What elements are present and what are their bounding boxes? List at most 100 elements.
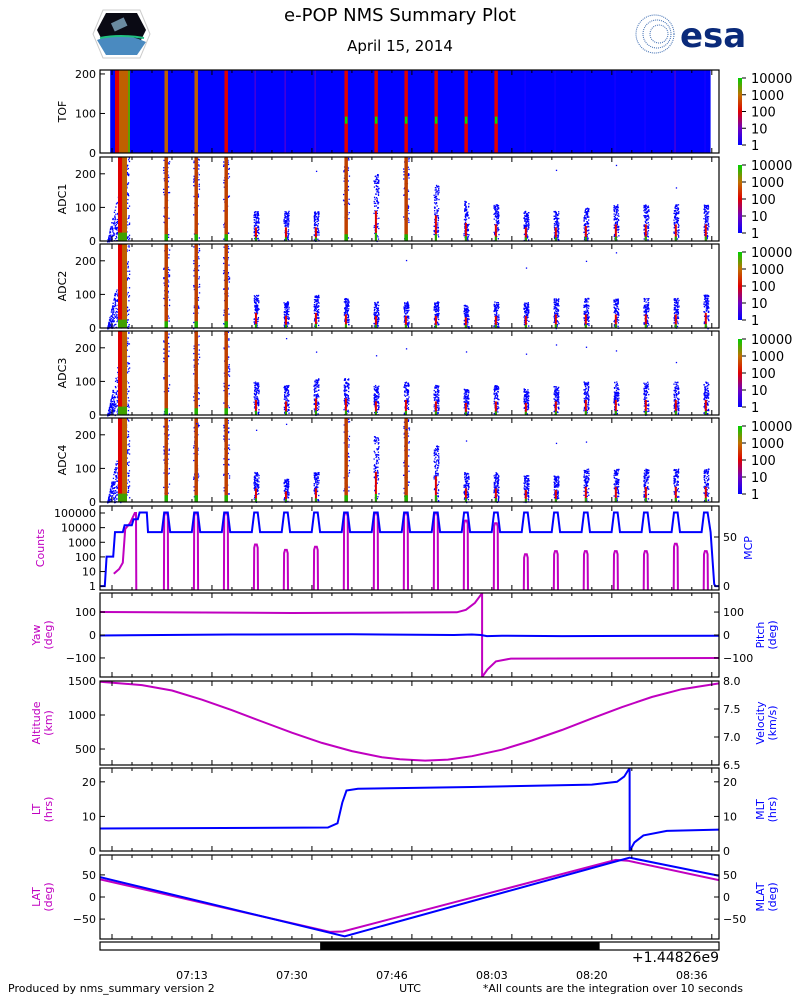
spectrogram-point xyxy=(378,218,379,219)
spectrogram-point xyxy=(129,235,130,236)
spectrogram-point xyxy=(704,295,705,296)
spectrogram-point xyxy=(199,276,200,277)
spectrogram-point xyxy=(198,179,199,180)
spectrogram-point xyxy=(526,312,527,313)
spectrogram-point xyxy=(438,315,439,316)
spectrogram-point xyxy=(584,227,585,228)
spectrogram-point xyxy=(496,307,497,308)
spectrogram-column xyxy=(164,244,168,328)
spectrogram-point xyxy=(494,325,495,326)
spectrogram-point xyxy=(708,318,709,319)
spectrogram-point xyxy=(347,303,348,304)
spectrogram-point xyxy=(198,159,199,160)
spectrogram-column xyxy=(194,331,198,415)
spectrogram-point xyxy=(258,300,259,301)
spectrogram-point xyxy=(437,186,438,187)
spectrogram-point xyxy=(163,377,164,378)
spectrogram-point xyxy=(288,311,289,312)
spectrogram-point xyxy=(647,306,648,307)
spectrogram-point xyxy=(588,216,589,217)
spectrogram-point xyxy=(708,211,709,212)
spectrogram-point xyxy=(258,211,259,212)
spectrogram-point xyxy=(676,302,677,303)
spectrogram-point xyxy=(229,407,230,408)
spectrogram-point xyxy=(644,299,645,300)
spectrogram-point xyxy=(116,291,117,292)
spectrogram-point xyxy=(677,323,678,324)
spectrogram-point xyxy=(677,303,678,304)
spectrogram-point xyxy=(437,305,438,306)
spectrogram-point xyxy=(115,305,116,306)
spectrogram-point xyxy=(348,316,349,317)
spectrogram-point xyxy=(163,269,164,270)
spectrogram-point xyxy=(373,323,374,324)
spectrogram-point xyxy=(128,397,129,398)
spectrogram-point xyxy=(495,306,496,307)
spectrogram-point xyxy=(254,219,255,220)
spectrogram-point xyxy=(314,388,315,389)
spectrogram-point xyxy=(113,325,114,326)
spectrogram-point xyxy=(436,209,437,210)
spectrogram-point xyxy=(376,200,377,201)
spectrogram-point xyxy=(287,231,288,232)
spectrogram-point xyxy=(526,218,527,219)
spectrogram-point xyxy=(708,303,709,304)
spectrogram-point xyxy=(193,285,194,286)
spectrogram-point xyxy=(377,207,378,208)
spectrogram-point xyxy=(617,308,618,309)
plot-title: e-POP NMS Summary Plot xyxy=(284,5,516,26)
spectrogram-point xyxy=(286,395,287,396)
spectrogram-point xyxy=(614,208,615,209)
spectrogram-point xyxy=(528,212,529,213)
spectrogram-point xyxy=(193,263,194,264)
spectrogram-point xyxy=(345,307,346,308)
spectrogram-point xyxy=(115,317,116,318)
spectrogram-point xyxy=(675,298,676,299)
spectrogram-point xyxy=(258,317,259,318)
spectrogram-point xyxy=(168,281,169,282)
spectrogram-point xyxy=(199,336,200,337)
spectrogram-point xyxy=(526,314,527,315)
spectrogram-point xyxy=(286,338,287,339)
spectrogram-point xyxy=(254,387,255,388)
spectrogram-point xyxy=(377,236,378,237)
spectrogram-point xyxy=(286,306,287,307)
spectrogram-point xyxy=(585,210,586,211)
spectrogram-point xyxy=(708,320,709,321)
spectrogram-point xyxy=(348,322,349,323)
spectrogram-point xyxy=(405,308,406,309)
spectrogram-point xyxy=(494,207,495,208)
spectrogram-column xyxy=(118,331,122,415)
spectrogram-point xyxy=(198,256,199,257)
spectrogram-point xyxy=(377,323,378,324)
y-axis-label: ADC2 xyxy=(56,271,69,302)
spectrogram-point xyxy=(128,175,129,176)
spectrogram-point xyxy=(434,314,435,315)
spectrogram-point xyxy=(198,297,199,298)
spectrogram-point xyxy=(108,326,109,327)
spectrogram-point xyxy=(116,411,117,412)
spectrogram-point xyxy=(647,225,648,226)
spectrogram-point xyxy=(438,186,439,187)
spectrogram-point xyxy=(111,401,112,402)
spectrogram-point xyxy=(254,393,255,394)
spectrogram-point xyxy=(583,232,584,233)
spectrogram-point xyxy=(127,343,128,344)
spectrogram-point xyxy=(674,305,675,306)
spectrogram-point xyxy=(374,201,375,202)
spectrogram-point xyxy=(318,213,319,214)
spectrogram-point xyxy=(526,267,527,268)
spectrogram-point xyxy=(435,196,436,197)
spectrogram-point xyxy=(198,258,199,259)
spectrogram-point xyxy=(434,197,435,198)
spectrogram-point xyxy=(496,216,497,217)
spectrogram-point xyxy=(315,299,316,300)
spectrogram-point xyxy=(587,230,588,231)
spectrogram-point xyxy=(258,230,259,231)
spectrogram-point xyxy=(115,324,116,325)
spectrogram-point xyxy=(114,215,115,216)
spectrogram-point xyxy=(497,207,498,208)
spectrogram-point xyxy=(438,313,439,314)
